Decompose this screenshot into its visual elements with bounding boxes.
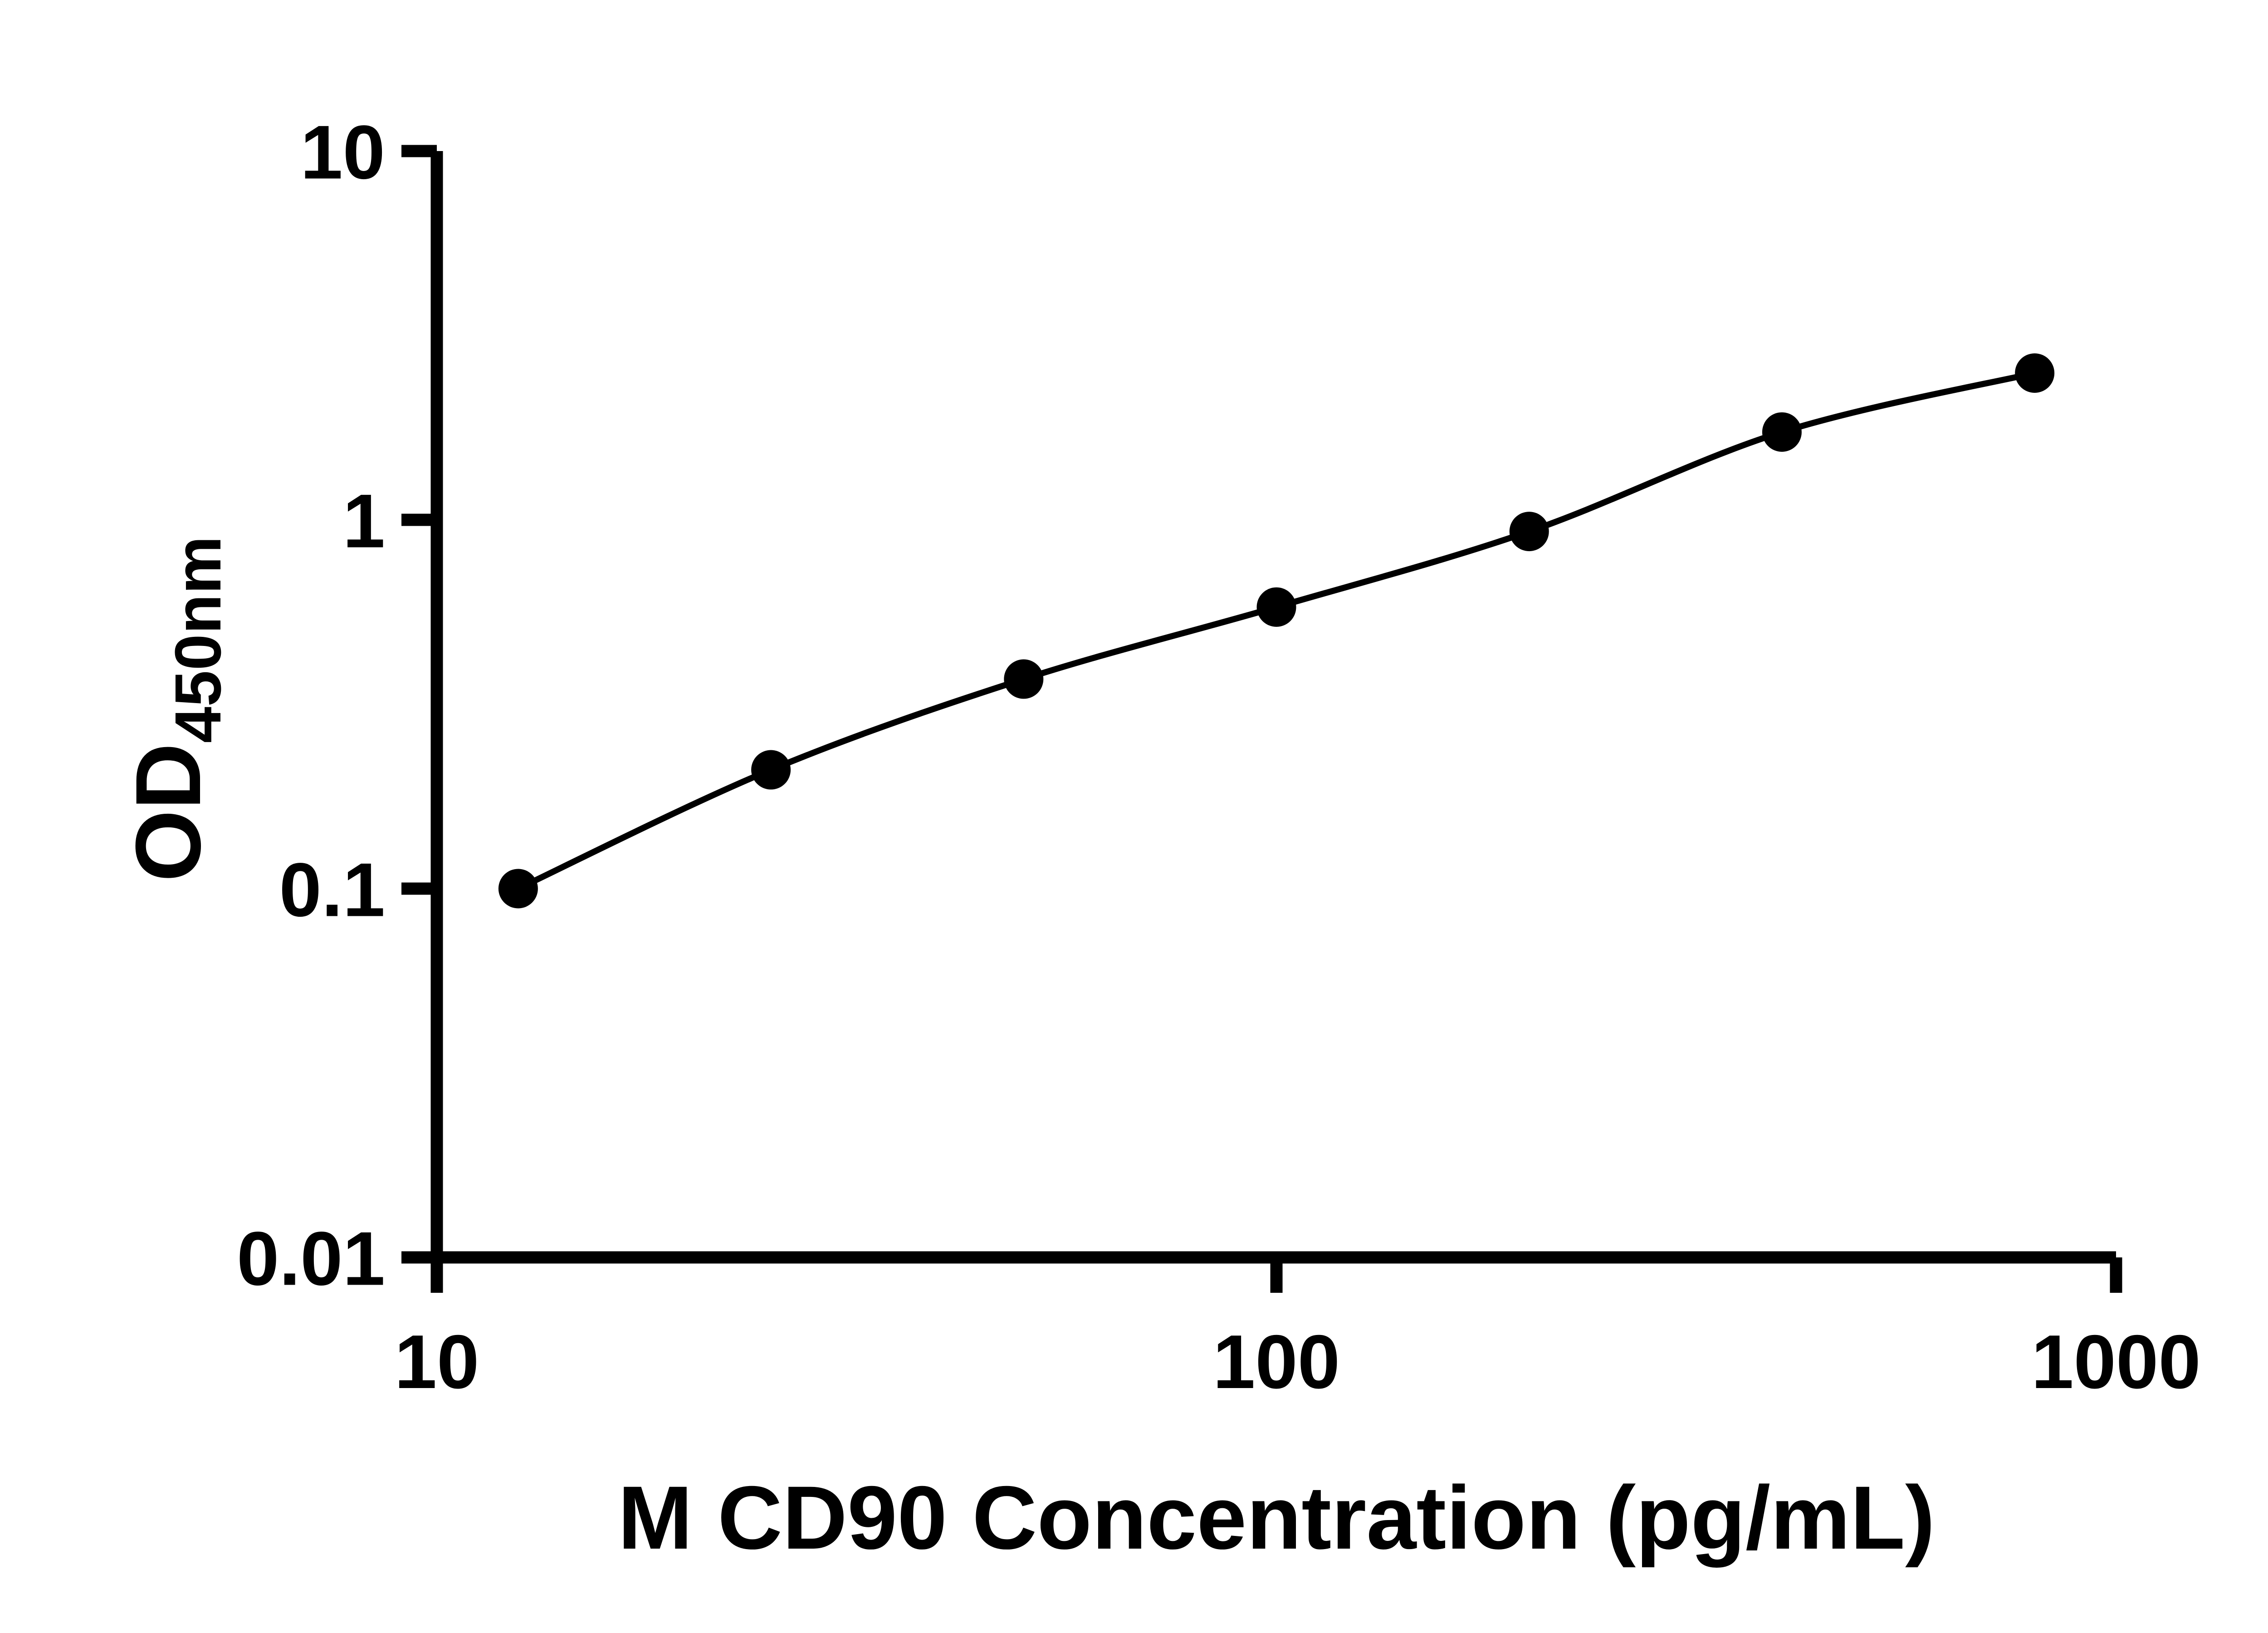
data-point xyxy=(1509,512,1549,552)
axis-lines xyxy=(430,151,2116,1264)
y-tick-label: 0.01 xyxy=(237,1216,385,1301)
data-point xyxy=(498,869,538,909)
x-axis-title: M CD90 Concentration (pg/mL) xyxy=(618,1467,1935,1568)
x-tick-label: 10 xyxy=(395,1319,479,1404)
data-point xyxy=(1762,412,1802,452)
y-tick-label: 1 xyxy=(343,478,385,563)
fit-curve xyxy=(517,370,2036,892)
y-axis-title: OD450nm xyxy=(117,536,235,882)
x-tick-label: 100 xyxy=(1213,1319,1340,1404)
y-axis-title-subscript: 450nm xyxy=(161,536,235,743)
y-tick-label: 0.1 xyxy=(279,847,385,932)
data-point xyxy=(1256,587,1296,627)
x-tick-label: 1000 xyxy=(2031,1319,2201,1404)
y-tick-label: 10 xyxy=(300,109,385,195)
data-point xyxy=(751,750,791,790)
y-axis-title-main: OD xyxy=(117,743,220,882)
data-point xyxy=(2015,353,2055,393)
data-point xyxy=(1004,659,1044,699)
